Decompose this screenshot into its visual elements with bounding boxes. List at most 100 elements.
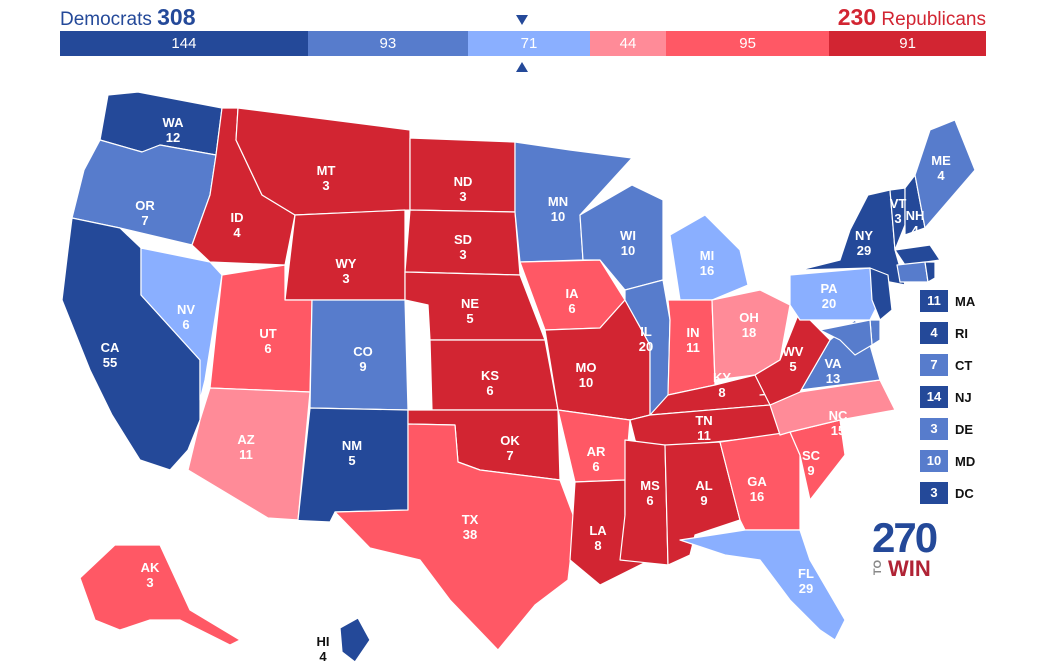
state-hi[interactable] <box>339 617 371 663</box>
legend-abbr: DC <box>955 485 974 501</box>
state-ev: 6 <box>182 317 189 332</box>
logo-number: 270 <box>872 514 938 561</box>
state-abbr: IL <box>640 324 652 339</box>
electoral-vote-bar: 144 93 71 44 95 91 <box>60 31 986 56</box>
state-abbr: PA <box>820 281 838 296</box>
state-ev: 29 <box>857 243 871 258</box>
state-nc[interactable] <box>769 379 896 436</box>
state-tx[interactable] <box>334 423 576 651</box>
state-ev: 6 <box>264 341 271 356</box>
state-ev: 10 <box>551 209 565 224</box>
legend-row-ct[interactable]: 7 CT <box>920 354 972 376</box>
state-label-wa: WA 12 <box>163 115 185 145</box>
logo-to: TO <box>872 560 884 576</box>
state-label-co: CO 9 <box>353 344 373 374</box>
state-abbr: NE <box>461 296 479 311</box>
legend-row-ma[interactable]: 11 MA <box>920 290 975 312</box>
legend-row-dc[interactable]: 3 DC <box>920 482 974 504</box>
state-md[interactable] <box>819 319 873 356</box>
state-abbr: MS <box>640 478 660 493</box>
republicans-total: 230 Republicans <box>838 4 986 31</box>
state-abbr: KS <box>481 368 499 383</box>
state-ev: 5 <box>789 359 796 374</box>
state-ms[interactable] <box>619 439 669 566</box>
state-abbr: NC <box>829 408 848 423</box>
state-ev: 10 <box>579 375 593 390</box>
bar-segment: 91 <box>829 31 986 56</box>
state-ev: 4 <box>937 168 945 183</box>
state-abbr: MN <box>548 194 568 209</box>
state-nh[interactable] <box>904 174 926 236</box>
state-abbr: ID <box>231 210 244 225</box>
state-label-nd: ND 3 <box>454 174 473 204</box>
state-abbr: OH <box>739 310 759 325</box>
state-abbr: WV <box>783 344 804 359</box>
legend-row-md[interactable]: 10 MD <box>920 450 975 472</box>
state-label-mo: MO 10 <box>576 360 597 390</box>
state-ev: 13 <box>826 371 840 386</box>
legend-abbr: MA <box>955 293 976 309</box>
republicans-label: Republicans <box>881 9 986 30</box>
state-label-oh: OH 18 <box>739 310 759 340</box>
state-ev: 55 <box>103 355 117 370</box>
state-abbr: ME <box>931 153 951 168</box>
state-label-me: ME 4 <box>931 153 951 183</box>
state-label-ga: GA 16 <box>747 474 767 504</box>
state-ev: 38 <box>463 527 477 542</box>
state-me[interactable] <box>914 119 976 229</box>
state-label-nc: NC 15 <box>829 408 848 438</box>
state-nv[interactable] <box>140 247 223 401</box>
state-abbr: AZ <box>237 432 254 447</box>
bar-segment: 144 <box>60 31 308 56</box>
state-abbr: HI <box>317 634 330 649</box>
state-ev: 5 <box>466 311 473 326</box>
bar-segment: 71 <box>467 31 591 56</box>
state-label-ak: AK 3 <box>141 560 160 590</box>
state-label-mt: MT 3 <box>317 163 336 193</box>
state-label-tx: TX 38 <box>462 512 479 542</box>
state-ct[interactable] <box>896 261 929 283</box>
state-ev: 8 <box>594 538 601 553</box>
state-label-nh: NH 4 <box>906 208 925 238</box>
legend-ev: 3 <box>920 418 948 440</box>
state-label-tn: TN 11 <box>695 413 712 443</box>
270towin-logo[interactable]: 270 TO WIN <box>872 514 938 581</box>
state-ev: 15 <box>831 423 845 438</box>
state-abbr: NM <box>342 438 362 453</box>
state-label-il: IL 20 <box>639 324 653 354</box>
state-abbr: WI <box>620 228 636 243</box>
legend-ev: 11 <box>920 290 948 312</box>
state-abbr: MI <box>700 248 714 263</box>
state-label-az: AZ 11 <box>237 432 254 462</box>
state-ak[interactable] <box>79 544 241 646</box>
state-abbr: FL <box>798 566 814 581</box>
state-vt[interactable] <box>889 187 906 251</box>
state-ev: 6 <box>592 459 599 474</box>
state-ev: 5 <box>348 453 355 468</box>
legend-row-de[interactable]: 3 DE <box>920 418 973 440</box>
state-ev: 18 <box>742 325 756 340</box>
bar-segment: 93 <box>307 31 468 56</box>
state-ev: 7 <box>141 213 148 228</box>
state-label-ok: OK 7 <box>500 433 520 463</box>
state-ev: 6 <box>568 301 575 316</box>
state-label-mn: MN 10 <box>548 194 568 224</box>
state-wy[interactable] <box>284 209 406 301</box>
state-ev: 3 <box>342 271 349 286</box>
state-abbr: IN <box>687 325 700 340</box>
state-ma[interactable] <box>894 244 941 266</box>
state-label-ky: KY 8 <box>713 370 731 400</box>
state-nj[interactable] <box>869 267 893 321</box>
legend-row-nj[interactable]: 14 NJ <box>920 386 972 408</box>
state-label-nm: NM 5 <box>342 438 362 468</box>
state-label-fl: FL 29 <box>798 566 814 596</box>
state-wv[interactable] <box>754 309 831 406</box>
state-fl[interactable] <box>679 529 846 641</box>
bar-segment: 95 <box>665 31 830 56</box>
state-ri[interactable] <box>924 261 936 283</box>
democrats-label: Democrats <box>60 9 152 30</box>
state-label-nv: NV 6 <box>177 302 195 332</box>
state-abbr: CA <box>101 340 120 355</box>
legend-ev: 7 <box>920 354 948 376</box>
legend-row-ri[interactable]: 4 RI <box>920 322 968 344</box>
